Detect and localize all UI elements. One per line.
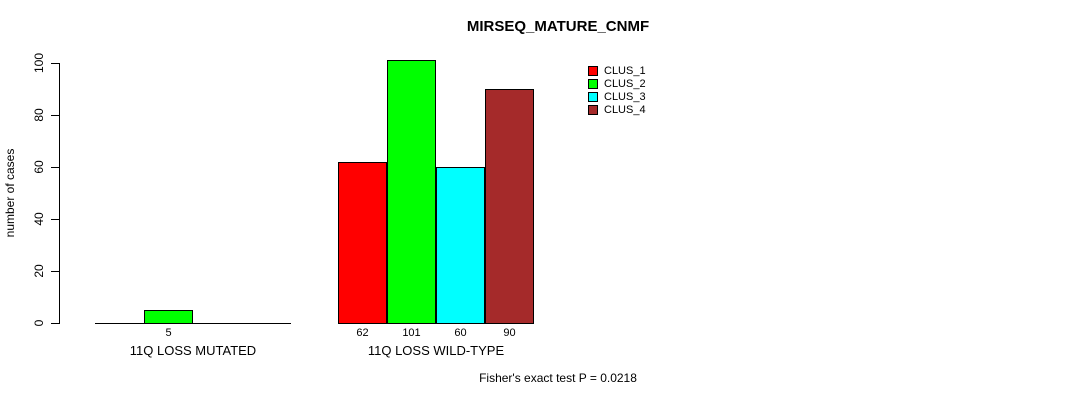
chart-title: MIRSEQ_MATURE_CNMF — [466, 18, 650, 35]
y-axis-label: number of cases — [3, 148, 17, 238]
bar-clus_2-group0 — [144, 310, 193, 324]
y-tick-mark — [51, 219, 59, 220]
legend-item-clus_4: CLUS_4 — [588, 103, 646, 116]
bar-zero-line-clus_3-group0 — [193, 323, 242, 324]
bar-clus_1-group1 — [338, 162, 387, 324]
y-tick-label: 60 — [32, 160, 46, 174]
legend-item-label: CLUS_4 — [604, 103, 646, 116]
legend-swatch-icon — [588, 104, 598, 115]
bar-value-label: 90 — [503, 327, 516, 339]
legend-swatch-icon — [588, 91, 598, 102]
y-tick-mark — [51, 167, 59, 168]
y-axis-line — [59, 63, 60, 324]
bar-value-label: 101 — [402, 327, 421, 339]
legend-swatch-icon — [588, 65, 598, 76]
y-tick-mark — [51, 115, 59, 116]
category-label: 11Q LOSS WILD-TYPE — [367, 343, 505, 358]
y-tick-label: 0 — [32, 319, 46, 327]
bar-clus_4-group1 — [485, 89, 534, 324]
y-tick-mark — [51, 63, 59, 64]
footnote-text: Fisher's exact test P = 0.0218 — [479, 371, 637, 385]
y-tick-label: 100 — [32, 52, 46, 74]
legend-item-label: CLUS_2 — [604, 77, 646, 90]
legend-item-label: CLUS_1 — [604, 64, 646, 77]
bar-zero-line-clus_4-group0 — [242, 323, 291, 324]
legend: CLUS_1 CLUS_2 CLUS_3 CLUS_4 — [588, 64, 646, 116]
bar-value-label: 62 — [356, 327, 369, 339]
legend-item-clus_3: CLUS_3 — [588, 90, 646, 103]
bar-zero-line-clus_1-group0 — [95, 323, 144, 324]
y-tick-mark — [51, 271, 59, 272]
y-tick-label: 80 — [32, 108, 46, 122]
bar-clus_3-group1 — [436, 167, 485, 324]
category-label: 11Q LOSS MUTATED — [129, 343, 257, 358]
y-tick-mark — [51, 323, 59, 324]
bar-clus_2-group1 — [387, 60, 436, 324]
bar-value-label: 5 — [165, 327, 172, 339]
legend-item-clus_1: CLUS_1 — [588, 64, 646, 77]
bar-value-label: 60 — [454, 327, 467, 339]
legend-item-label: CLUS_3 — [604, 90, 646, 103]
legend-swatch-icon — [588, 78, 598, 89]
legend-item-clus_2: CLUS_2 — [588, 77, 646, 90]
y-tick-label: 40 — [32, 212, 46, 226]
y-tick-label: 20 — [32, 264, 46, 278]
